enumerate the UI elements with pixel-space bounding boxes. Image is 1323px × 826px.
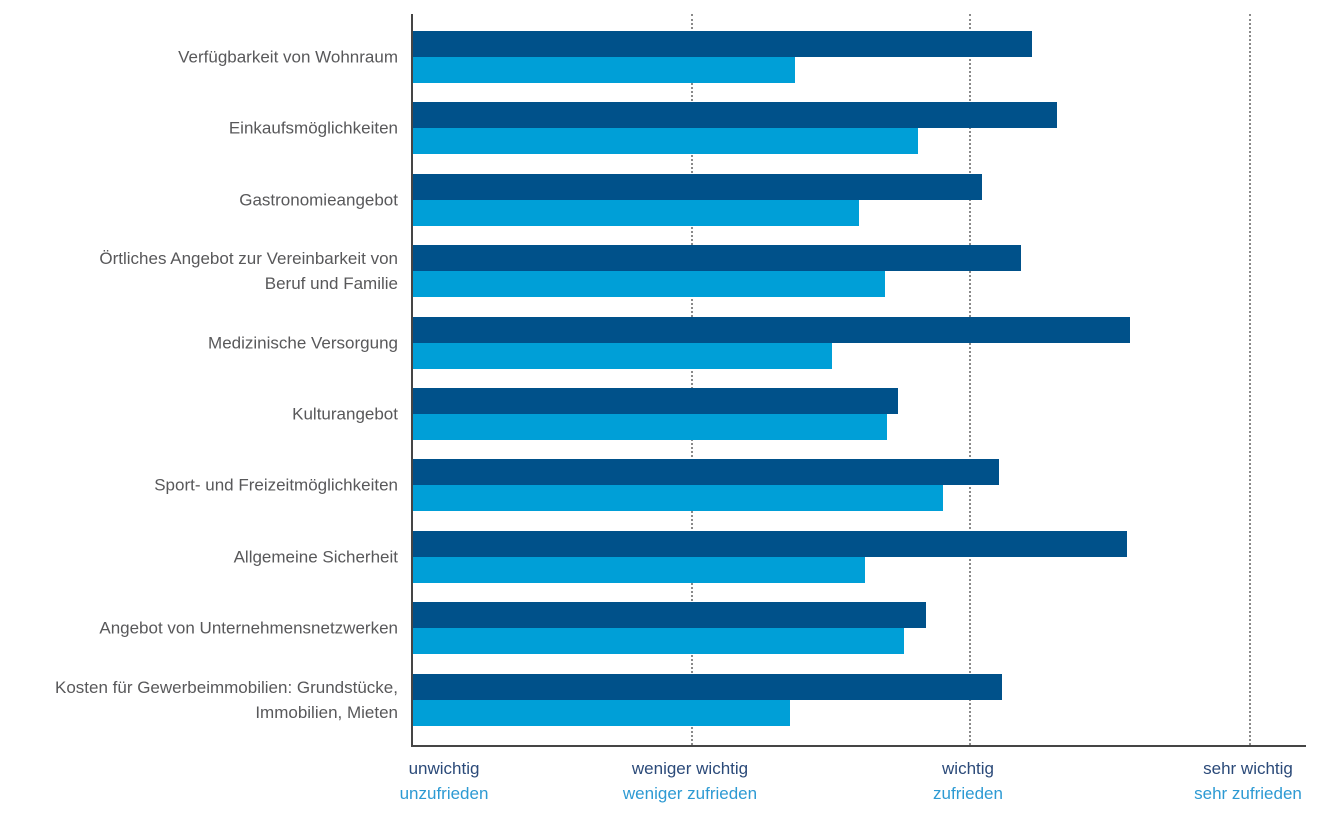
x-tick-importance-label: unwichtig	[408, 759, 480, 778]
importance-bar	[413, 173, 982, 200]
importance-bar	[413, 673, 1002, 700]
category-label: Angebot von Unternehmensnetzwerken	[99, 618, 398, 638]
bar-group	[413, 31, 1308, 83]
satisfaction-bar	[413, 57, 795, 83]
satisfaction-bar	[413, 699, 790, 726]
importance-bar	[413, 31, 1032, 57]
x-tick-satisfaction-label: weniger zufrieden	[622, 784, 758, 803]
bar-group	[413, 173, 1308, 226]
importance-bar	[413, 245, 1021, 272]
category-label: Einkaufsmöglichkeiten	[228, 118, 398, 138]
category-label: Sport- und Freizeitmöglichkeiten	[154, 475, 398, 495]
importance-bar	[413, 316, 1130, 343]
importance-bar	[413, 459, 999, 486]
importance-bar	[413, 102, 1057, 129]
bar-group	[413, 316, 1308, 369]
importance-bar	[413, 388, 898, 414]
bar-group	[413, 102, 1308, 155]
category-label: Kosten für Gewerbeimmobilien: Grundstück…	[55, 677, 398, 722]
x-tick-importance-label: weniger wichtig	[631, 759, 749, 778]
bar-group	[413, 602, 1308, 655]
satisfaction-bar	[413, 271, 885, 298]
category-label: Örtliches Angebot zur Vereinbarkeit von …	[99, 249, 398, 294]
x-tick-satisfaction-label: unzufrieden	[399, 784, 489, 803]
satisfaction-bar	[413, 342, 832, 369]
gridline	[969, 14, 971, 745]
x-tick-importance-label: wichtig	[942, 759, 994, 778]
bar-group	[413, 673, 1308, 726]
satisfaction-bar	[413, 414, 887, 440]
satisfaction-bar	[413, 556, 865, 583]
x-tick-satisfaction-label: sehr zufrieden	[1194, 784, 1302, 803]
satisfaction-bar	[413, 199, 859, 226]
bar-group	[413, 459, 1308, 512]
importance-bar	[413, 602, 926, 629]
category-label: Kulturangebot	[292, 404, 398, 424]
plot-area	[411, 14, 1306, 747]
category-label: Allgemeine Sicherheit	[233, 547, 398, 567]
satisfaction-bar	[413, 128, 918, 155]
x-tick-satisfaction-label: zufrieden	[933, 784, 1003, 803]
bar-group	[413, 388, 1308, 440]
category-label: Medizinische Versorgung	[208, 333, 398, 353]
satisfaction-bar	[413, 628, 904, 655]
bar-group	[413, 530, 1308, 583]
satisfaction-bar	[413, 485, 943, 512]
category-label: Verfügbarkeit von Wohnraum	[178, 47, 398, 67]
gridline	[1249, 14, 1251, 745]
bar-group	[413, 245, 1308, 298]
category-label: Gastronomieangebot	[239, 190, 398, 210]
x-tick-importance-label: sehr wichtig	[1203, 759, 1293, 778]
importance-bar	[413, 530, 1127, 557]
gridline	[691, 14, 693, 745]
